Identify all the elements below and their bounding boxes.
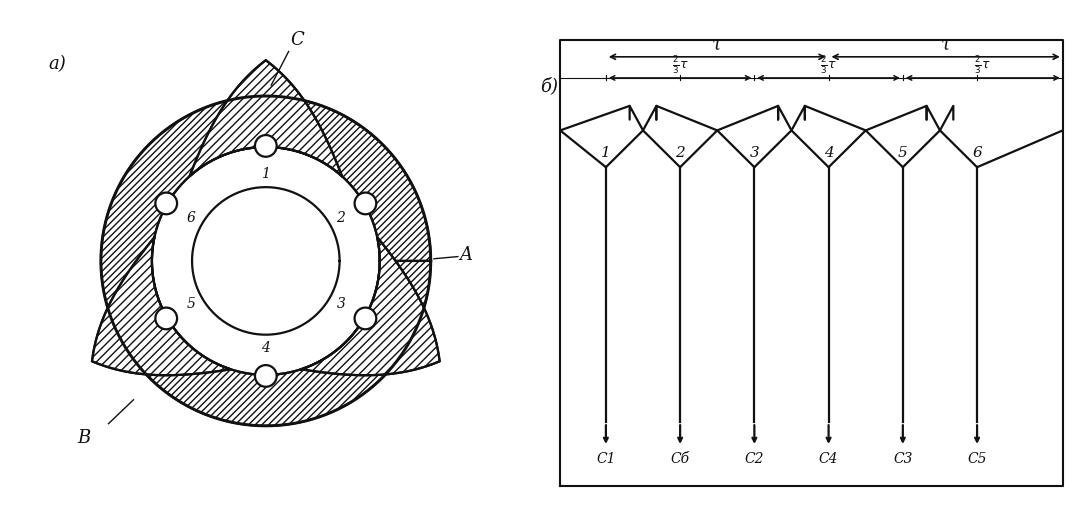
Text: 3: 3 — [336, 297, 345, 311]
Text: C1: C1 — [596, 452, 615, 466]
Text: τ: τ — [941, 35, 950, 53]
Text: 2: 2 — [336, 211, 345, 224]
Circle shape — [255, 135, 277, 157]
Text: τ: τ — [712, 35, 723, 53]
Circle shape — [355, 193, 376, 214]
Text: 5: 5 — [187, 297, 195, 311]
Text: 2: 2 — [675, 146, 685, 160]
Text: 5: 5 — [898, 146, 908, 160]
Text: C5: C5 — [968, 452, 987, 466]
Polygon shape — [190, 60, 342, 176]
Text: $\frac{2}{3}\tau$: $\frac{2}{3}\tau$ — [974, 54, 991, 76]
Text: 1: 1 — [261, 167, 270, 181]
Polygon shape — [101, 96, 431, 426]
Text: Cб: Cб — [671, 452, 690, 466]
Text: B: B — [77, 429, 90, 447]
Text: C4: C4 — [819, 452, 839, 466]
Circle shape — [255, 365, 277, 387]
Circle shape — [355, 308, 376, 329]
Text: C: C — [291, 31, 305, 50]
Text: $\frac{2}{3}\tau$: $\frac{2}{3}\tau$ — [672, 54, 689, 76]
Text: 1: 1 — [601, 146, 611, 160]
Polygon shape — [92, 237, 231, 375]
Circle shape — [155, 193, 177, 214]
Text: $\frac{2}{3}\tau$: $\frac{2}{3}\tau$ — [820, 54, 837, 76]
Text: 3: 3 — [750, 146, 759, 160]
Circle shape — [155, 308, 177, 329]
Text: 4: 4 — [261, 341, 270, 355]
Text: 4: 4 — [824, 146, 833, 160]
Text: 6: 6 — [187, 211, 195, 224]
Text: A: A — [459, 246, 472, 265]
Polygon shape — [301, 237, 439, 375]
Text: C3: C3 — [893, 452, 912, 466]
Text: C2: C2 — [744, 452, 764, 466]
Text: б): б) — [540, 77, 558, 95]
Text: а): а) — [49, 55, 66, 73]
Text: 6: 6 — [972, 146, 982, 160]
